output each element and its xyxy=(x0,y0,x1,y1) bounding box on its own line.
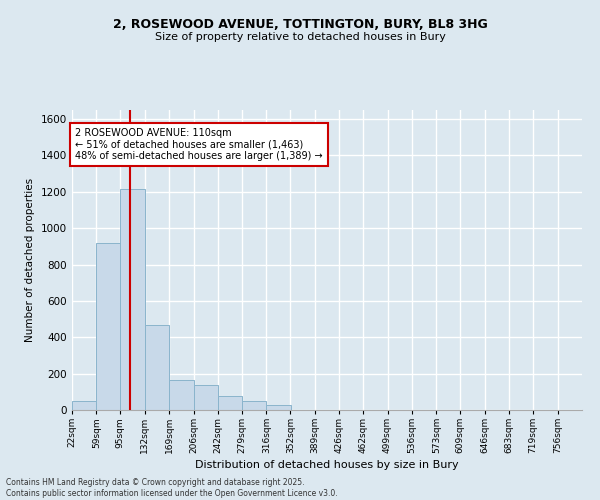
Bar xyxy=(242,401,266,410)
Bar xyxy=(266,404,291,410)
Y-axis label: Number of detached properties: Number of detached properties xyxy=(25,178,35,342)
Text: Contains HM Land Registry data © Crown copyright and database right 2025.
Contai: Contains HM Land Registry data © Crown c… xyxy=(6,478,338,498)
Text: 2, ROSEWOOD AVENUE, TOTTINGTON, BURY, BL8 3HG: 2, ROSEWOOD AVENUE, TOTTINGTON, BURY, BL… xyxy=(113,18,487,30)
Bar xyxy=(169,380,194,410)
Bar xyxy=(97,242,121,410)
Bar xyxy=(120,189,145,410)
Text: Size of property relative to detached houses in Bury: Size of property relative to detached ho… xyxy=(155,32,445,42)
X-axis label: Distribution of detached houses by size in Bury: Distribution of detached houses by size … xyxy=(195,460,459,470)
Text: 2 ROSEWOOD AVENUE: 110sqm
← 51% of detached houses are smaller (1,463)
48% of se: 2 ROSEWOOD AVENUE: 110sqm ← 51% of detac… xyxy=(76,128,323,162)
Bar xyxy=(194,384,218,410)
Bar xyxy=(72,401,97,410)
Bar xyxy=(145,324,169,410)
Bar xyxy=(218,396,242,410)
